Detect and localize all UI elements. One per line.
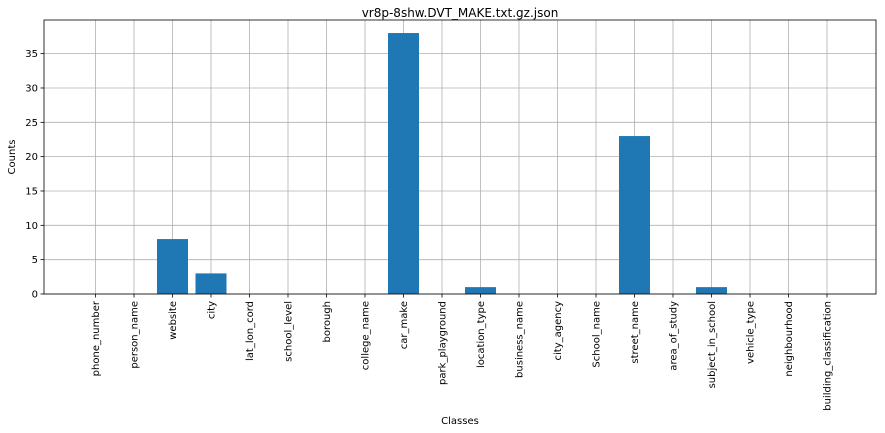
x-tick-label: building_classification xyxy=(823,301,834,411)
x-tick-label: business_name xyxy=(515,301,526,378)
x-tick-label: person_name xyxy=(130,301,141,369)
y-tick-label: 25 xyxy=(25,118,38,129)
x-tick-label: neighbourhood xyxy=(784,301,795,377)
x-tick-label: phone_number xyxy=(91,300,102,376)
bar-location_type xyxy=(465,287,496,294)
x-tick-label: school_level xyxy=(284,301,295,362)
x-tick-label: street_name xyxy=(630,301,641,364)
x-tick-label: city_agency xyxy=(553,301,564,361)
y-tick-label: 15 xyxy=(25,186,38,197)
bar-car_make xyxy=(388,33,419,295)
y-tick-label: 0 xyxy=(32,290,38,301)
y-tick-label: 10 xyxy=(25,221,38,232)
bars xyxy=(157,33,727,295)
chart-title: vr8p-8shw.DVT_MAKE.txt.gz.json xyxy=(362,6,559,20)
y-tick-label: 5 xyxy=(32,255,38,266)
x-tick-label: city xyxy=(207,301,218,319)
x-tick-label: car_make xyxy=(399,301,410,349)
x-tick-label: park_playground xyxy=(438,301,449,385)
bar-city xyxy=(195,273,227,294)
y-axis-ticks: 0 5 10 15 20 25 30 35 xyxy=(25,49,44,301)
x-axis-label: Classes xyxy=(441,416,479,427)
x-tick-label: vehicle_type xyxy=(746,301,757,364)
x-tick-label: area_of_study xyxy=(669,301,680,371)
x-tick-label: lat_lon_cord xyxy=(245,301,256,361)
y-axis-label: Counts xyxy=(7,140,18,175)
y-tick-label: 20 xyxy=(25,152,38,163)
x-tick-label: college_name xyxy=(361,301,372,370)
y-tick-label: 35 xyxy=(25,49,38,60)
x-tick-label: borough xyxy=(322,301,333,343)
bar-subject_in_school xyxy=(696,287,727,294)
y-tick-label: 30 xyxy=(25,83,38,94)
bar-street_name xyxy=(619,136,650,294)
x-axis-ticks: phone_number person_name website city lat_lo… xyxy=(91,294,834,411)
x-tick-label: subject_in_school xyxy=(707,301,718,388)
x-tick-label: website xyxy=(168,301,179,340)
x-tick-label: School_name xyxy=(592,301,603,368)
bar-website xyxy=(157,239,188,294)
x-tick-label: location_type xyxy=(476,301,487,368)
